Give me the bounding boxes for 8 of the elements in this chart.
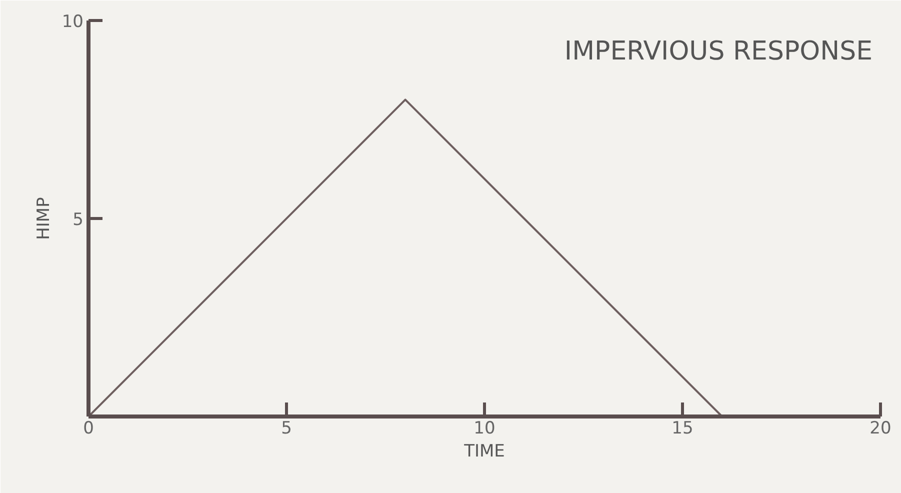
text: IMPERVIOUS RESPONSE [564,36,873,66]
x-tick-label: 15 [672,418,694,438]
x-tick-label: 20 [870,418,892,438]
x-axis-title: TIME [463,442,505,462]
y-axis-title: HIMP [34,197,54,240]
x-tick-label: 10 [474,418,496,438]
x-tick-label: 5 [281,418,292,438]
x-tick-label: 0 [83,418,94,438]
